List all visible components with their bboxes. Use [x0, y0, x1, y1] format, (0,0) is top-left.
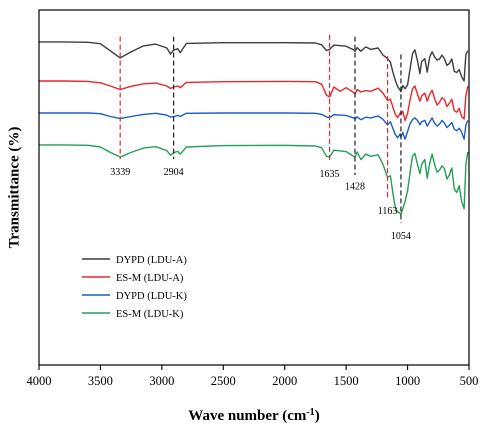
x-axis-title: Wave number (cm-1)	[188, 407, 319, 425]
x-tick-label-3500: 3500	[88, 374, 113, 388]
legend-label-dypd-ldu-a: DYPD (LDU-A)	[116, 255, 187, 266]
x-tick-label-1500: 1500	[334, 374, 359, 388]
peak-label-2904: 2904	[164, 167, 184, 178]
x-axis-ticks: 4000 3500 3000 2500 2000 1500 1000 500	[27, 365, 479, 388]
x-tick-label-500: 500	[460, 374, 479, 388]
series-line-dypd-ldu-a	[39, 41, 469, 93]
peak-label-1163: 1163	[378, 206, 398, 217]
legend-label-dypd-ldu-k: DYPD (LDU-K)	[116, 291, 187, 302]
y-axis-title: Transmittance (%)	[6, 127, 22, 249]
peak-label-1635: 1635	[320, 169, 340, 180]
x-axis-title-superscript: -1	[306, 407, 314, 418]
x-axis-title-tail: )	[315, 408, 320, 424]
legend-label-es-m-ldu-a: ES-M (LDU-A)	[116, 273, 184, 284]
plot-frame	[38, 9, 470, 366]
x-tick-label-2500: 2500	[211, 374, 236, 388]
series-line-dypd-ldu-k	[39, 112, 469, 140]
peak-label-1054: 1054	[391, 231, 411, 242]
legend: DYPD (LDU-A) ES-M (LDU-A) DYPD (LDU-K) ES-M…	[82, 255, 187, 320]
legend-label-es-m-ldu-k: ES-M (LDU-K)	[116, 309, 184, 320]
x-tick-label-3000: 3000	[149, 374, 174, 388]
peak-label-3339: 3339	[110, 167, 130, 178]
x-axis-title-main: Wave number (cm	[188, 408, 307, 424]
series-line-es-m-ldu-k	[39, 144, 469, 216]
peak-marker-layer: 3339 2904 1635 1428 1163 1054	[110, 34, 411, 242]
series-layer	[39, 41, 469, 216]
peak-label-1428: 1428	[345, 181, 365, 192]
x-tick-label-1000: 1000	[395, 374, 420, 388]
x-tick-label-2000: 2000	[272, 374, 297, 388]
x-tick-label-4000: 4000	[27, 374, 52, 388]
